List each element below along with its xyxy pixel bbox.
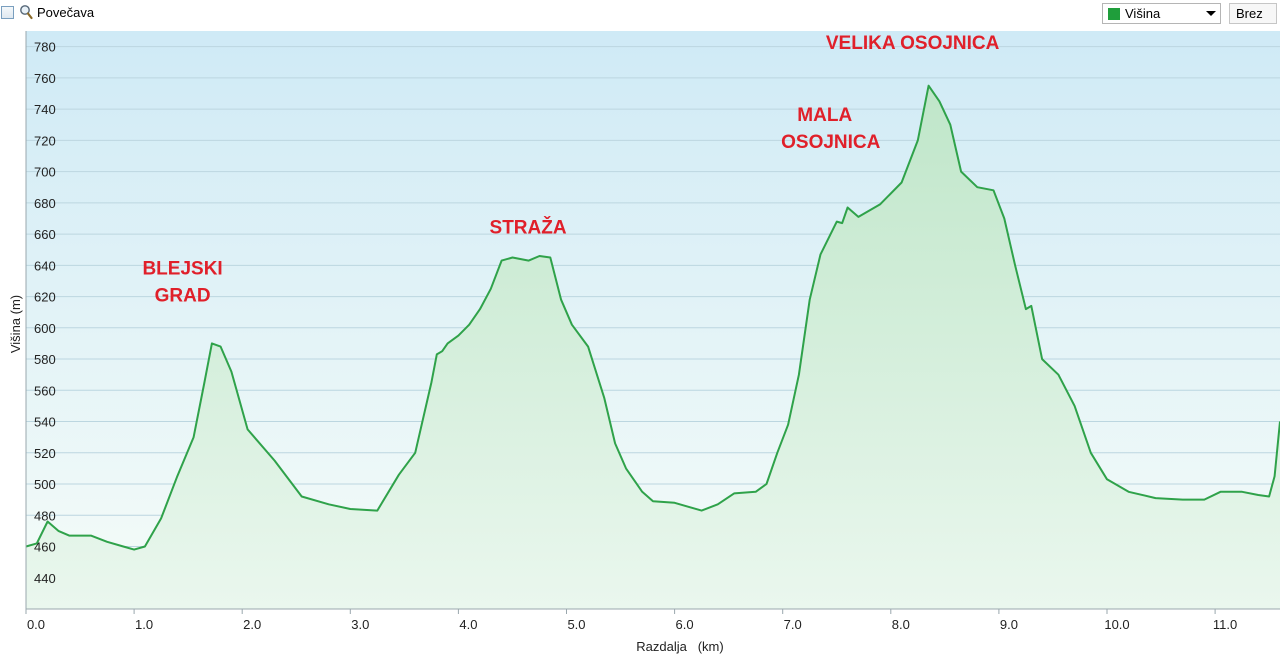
x-tick-label: 1.0 [135,617,153,632]
series-select[interactable]: Višina [1102,3,1221,24]
x-tick-label: 6.0 [676,617,694,632]
peak-label: MALA OSOJNICA [781,105,881,153]
zoom-label[interactable]: Povečava [37,5,95,20]
y-tick-label: 620 [34,290,56,305]
peak-annotations: BLEJSKI GRAD STRAŽA MALA OSOJNICA VELIKA OSOJ… [142,33,999,306]
y-axis-label: Višina (m) [8,295,23,353]
peak-label-line: VELIKA OSOJNICA [826,33,1000,54]
y-tick-label: 640 [34,258,56,273]
x-axis-label: Razdalja (km) [636,639,723,654]
peak-label-line: STRAŽA [490,217,567,239]
x-tick-label: 0.0 [27,617,45,632]
y-tick-label: 440 [34,571,56,586]
y-tick-label: 520 [34,446,56,461]
x-tick-label: 2.0 [243,617,261,632]
x-tick-label: 3.0 [351,617,369,632]
x-tick-label: 9.0 [1000,617,1018,632]
peak-label-line: MALA [797,105,852,126]
elevation-area [26,85,1280,609]
reset-button[interactable]: Brez [1229,3,1277,24]
peak-label-line: BLEJSKI [142,258,222,279]
y-tick-label: 740 [34,102,56,117]
y-tick-label: 700 [34,165,56,180]
y-tick-label: 760 [34,71,56,86]
y-tick-labels: 440 460 480 500 520 540 560 580 600 620 640 660 680 7… [34,40,56,586]
y-tick-label: 540 [34,415,56,430]
peak-label: BLEJSKI GRAD [142,258,222,306]
y-tick-label: 480 [34,508,56,523]
zoom-checkbox[interactable] [1,6,14,19]
y-tick-label: 720 [34,133,56,148]
y-tick-label: 500 [34,477,56,492]
y-tick-label: 560 [34,383,56,398]
x-tick-labels: 0.0 1.0 2.0 3.0 4.0 5.0 6.0 7.0 8.0 9.0 10.0 11.0 [25,609,1237,632]
series-color-swatch [1108,8,1120,20]
x-tick-label: 11.0 [1213,617,1237,632]
elevation-line [25,84,1280,551]
chart-toolbar: Povečava Višina Brez [0,0,1280,28]
peak-label: VELIKA OSOJNICA [826,33,1000,54]
y-tick-label: 600 [34,321,56,336]
y-tick-label: 660 [34,227,56,242]
x-tick-label: 5.0 [567,617,585,632]
y-tick-label: 580 [34,352,56,367]
peak-label-line: OSOJNICA [781,132,881,153]
y-tick-label: 460 [34,540,56,555]
x-tick-label: 4.0 [459,617,477,632]
y-tick-label: 780 [34,40,56,55]
x-tick-label: 7.0 [784,617,802,632]
x-tick-label: 10.0 [1104,617,1129,632]
peak-label-line: GRAD [155,285,211,306]
chevron-down-icon[interactable] [1206,11,1216,16]
elevation-chart: 440 460 480 500 520 540 560 580 600 620 640 660 680 7… [8,31,1280,654]
magnifier-icon [20,5,33,20]
x-tick-label: 8.0 [892,617,910,632]
y-tick-label: 680 [34,196,56,211]
series-select-label: Višina [1125,6,1161,21]
peak-label: STRAŽA [490,217,567,239]
